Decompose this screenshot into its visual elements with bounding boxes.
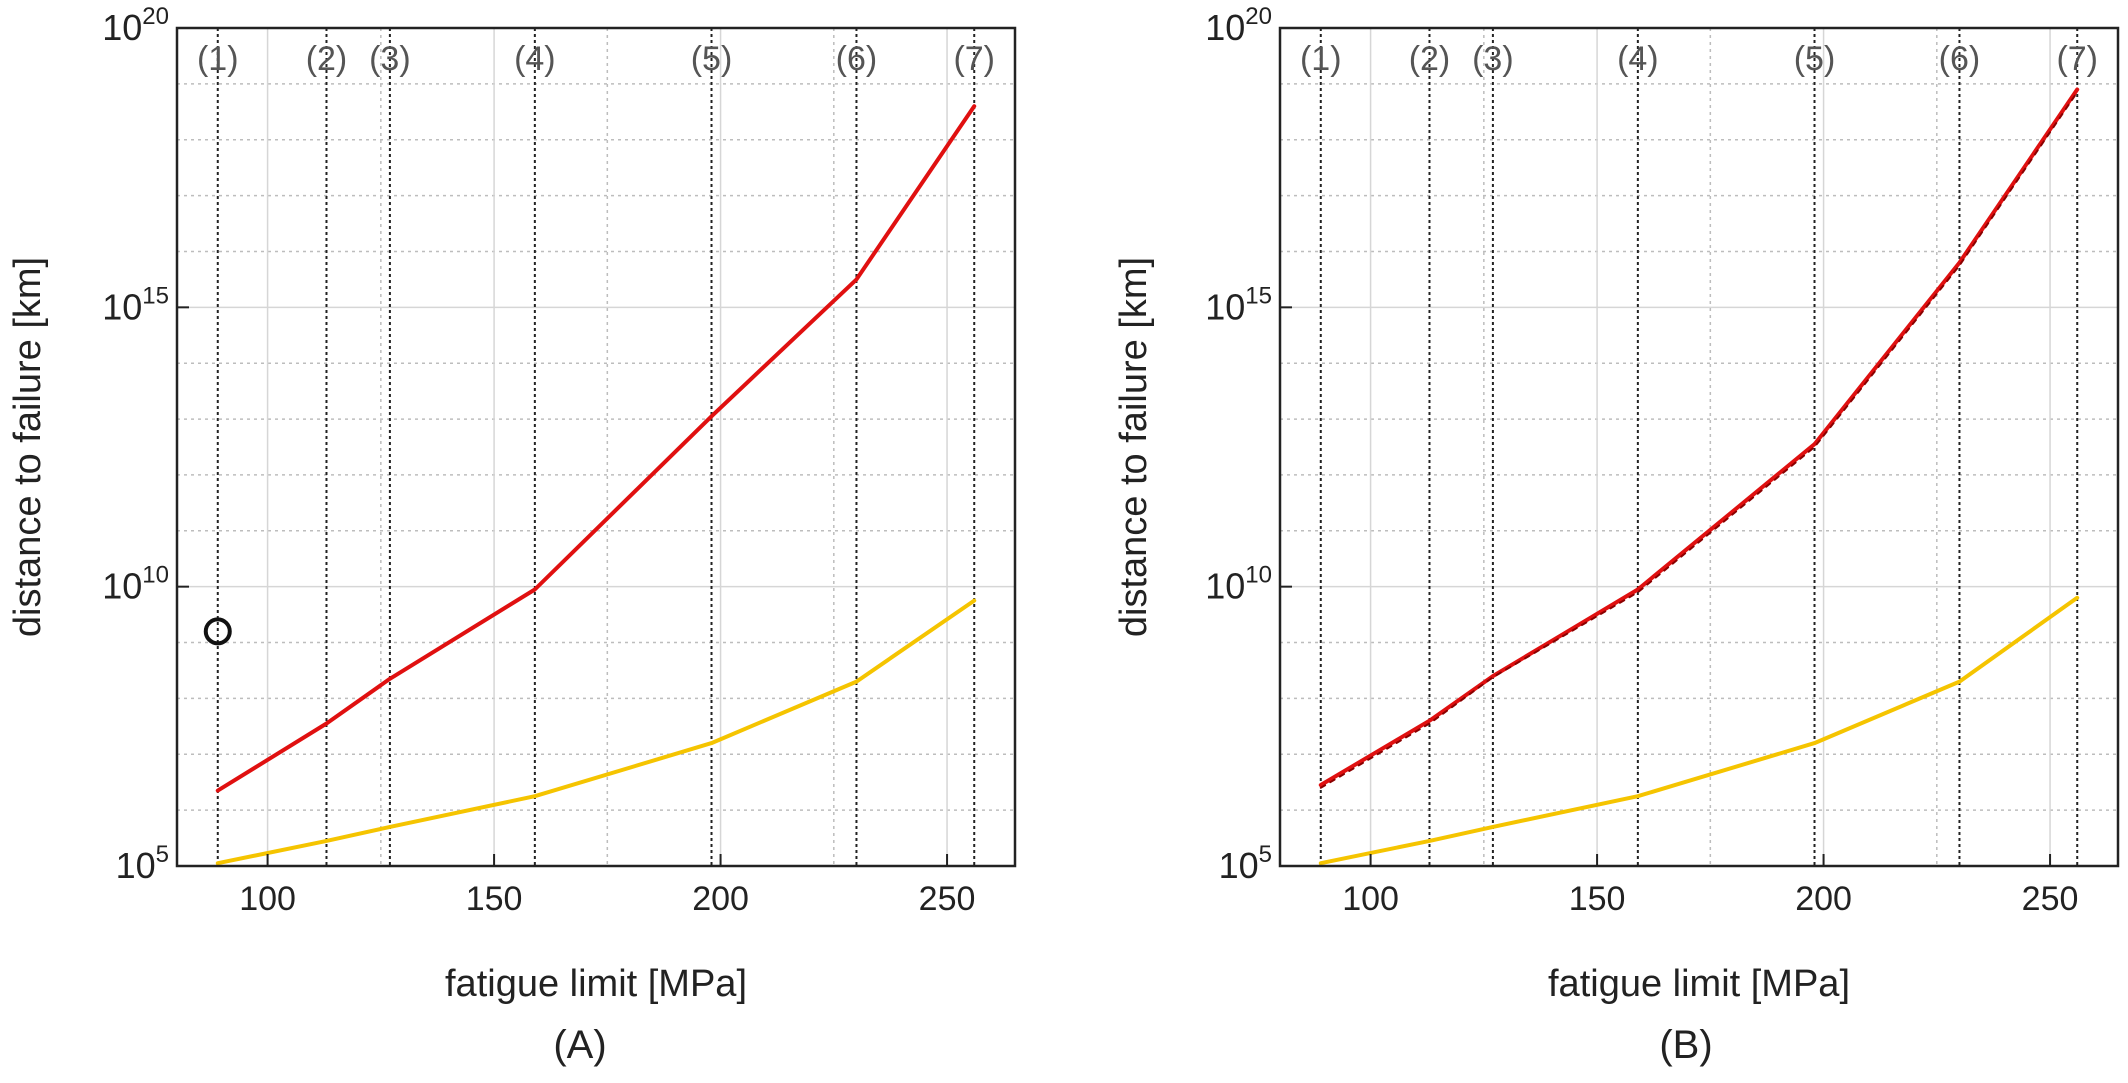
- y-tick-label: 1015: [102, 282, 169, 327]
- y-tick-label: 105: [116, 841, 169, 886]
- series-line: [215, 598, 977, 866]
- panel-caption: (A): [553, 1023, 606, 1067]
- y-tick-exponent: 10: [1245, 562, 1272, 589]
- marker-label: (7): [2056, 40, 2098, 78]
- marker-label: (1): [1300, 40, 1342, 78]
- y-tick-exponent: 5: [1259, 841, 1272, 868]
- marker-label: (3): [1472, 40, 1514, 78]
- series-line: [215, 104, 977, 793]
- marker-label: (1): [197, 40, 239, 78]
- y-tick-base: 10: [1205, 7, 1245, 48]
- y-tick-base: 10: [1205, 566, 1245, 607]
- x-tick-label: 100: [1342, 880, 1399, 918]
- y-tick-label: 105: [1219, 841, 1272, 886]
- y-tick-label: 1020: [102, 3, 169, 48]
- y-tick-base: 10: [102, 566, 142, 607]
- marker-label: (5): [691, 40, 733, 78]
- series-line: [1318, 87, 2080, 787]
- chart-panel-b: (1) (2) (3) (4) (5) (6) (7)100 150 200 2501051010…: [1113, 3, 2120, 1067]
- chart-panel-a: (1) (2) (3) (4) (5) (6) (7)100 150 200 2501051010…: [7, 3, 1017, 1067]
- marker-label: (6): [1939, 40, 1981, 78]
- x-axis-label: fatigue limit [MPa]: [1548, 963, 1850, 1005]
- marker-label: (2): [306, 40, 348, 78]
- y-tick-base: 10: [1205, 286, 1245, 327]
- y-tick-label: 1015: [1205, 282, 1272, 327]
- series-line: [1319, 91, 2079, 789]
- x-tick-label: 100: [239, 880, 296, 918]
- x-tick-label: 200: [1795, 880, 1852, 918]
- y-tick-exponent: 20: [1245, 3, 1272, 30]
- y-tick-label: 1010: [102, 562, 169, 607]
- y-axis-label: distance to failure [km]: [1113, 257, 1155, 637]
- marker-label: (5): [1794, 40, 1836, 78]
- y-tick-exponent: 20: [142, 3, 169, 30]
- y-tick-exponent: 15: [142, 282, 169, 309]
- x-tick-label: 250: [2022, 880, 2079, 918]
- x-axis-label: fatigue limit [MPa]: [445, 963, 747, 1005]
- series-line: [1318, 595, 2080, 866]
- marker-label: (4): [514, 40, 556, 78]
- x-tick-label: 250: [919, 880, 976, 918]
- plot-frame: [175, 26, 1017, 868]
- x-tick-label: 200: [692, 880, 749, 918]
- data-point: [203, 617, 232, 646]
- x-tick-label: 150: [1569, 880, 1626, 918]
- marker-label: (2): [1409, 40, 1451, 78]
- panel-caption: (B): [1659, 1023, 1712, 1067]
- y-tick-base: 10: [1219, 845, 1259, 886]
- y-tick-label: 1010: [1205, 562, 1272, 607]
- y-tick-base: 10: [116, 845, 156, 886]
- y-tick-label: 1020: [1205, 3, 1272, 48]
- plot-frame: [1278, 26, 2120, 868]
- y-tick-exponent: 5: [156, 841, 169, 868]
- marker-label: (4): [1617, 40, 1659, 78]
- x-tick-label: 150: [466, 880, 523, 918]
- marker-label: (6): [836, 40, 878, 78]
- y-tick-exponent: 15: [1245, 282, 1272, 309]
- y-tick-base: 10: [102, 286, 142, 327]
- marker-label: (3): [369, 40, 411, 78]
- y-tick-base: 10: [102, 7, 142, 48]
- y-axis-label: distance to failure [km]: [7, 257, 49, 637]
- y-tick-exponent: 10: [142, 562, 169, 589]
- marker-label: (7): [953, 40, 995, 78]
